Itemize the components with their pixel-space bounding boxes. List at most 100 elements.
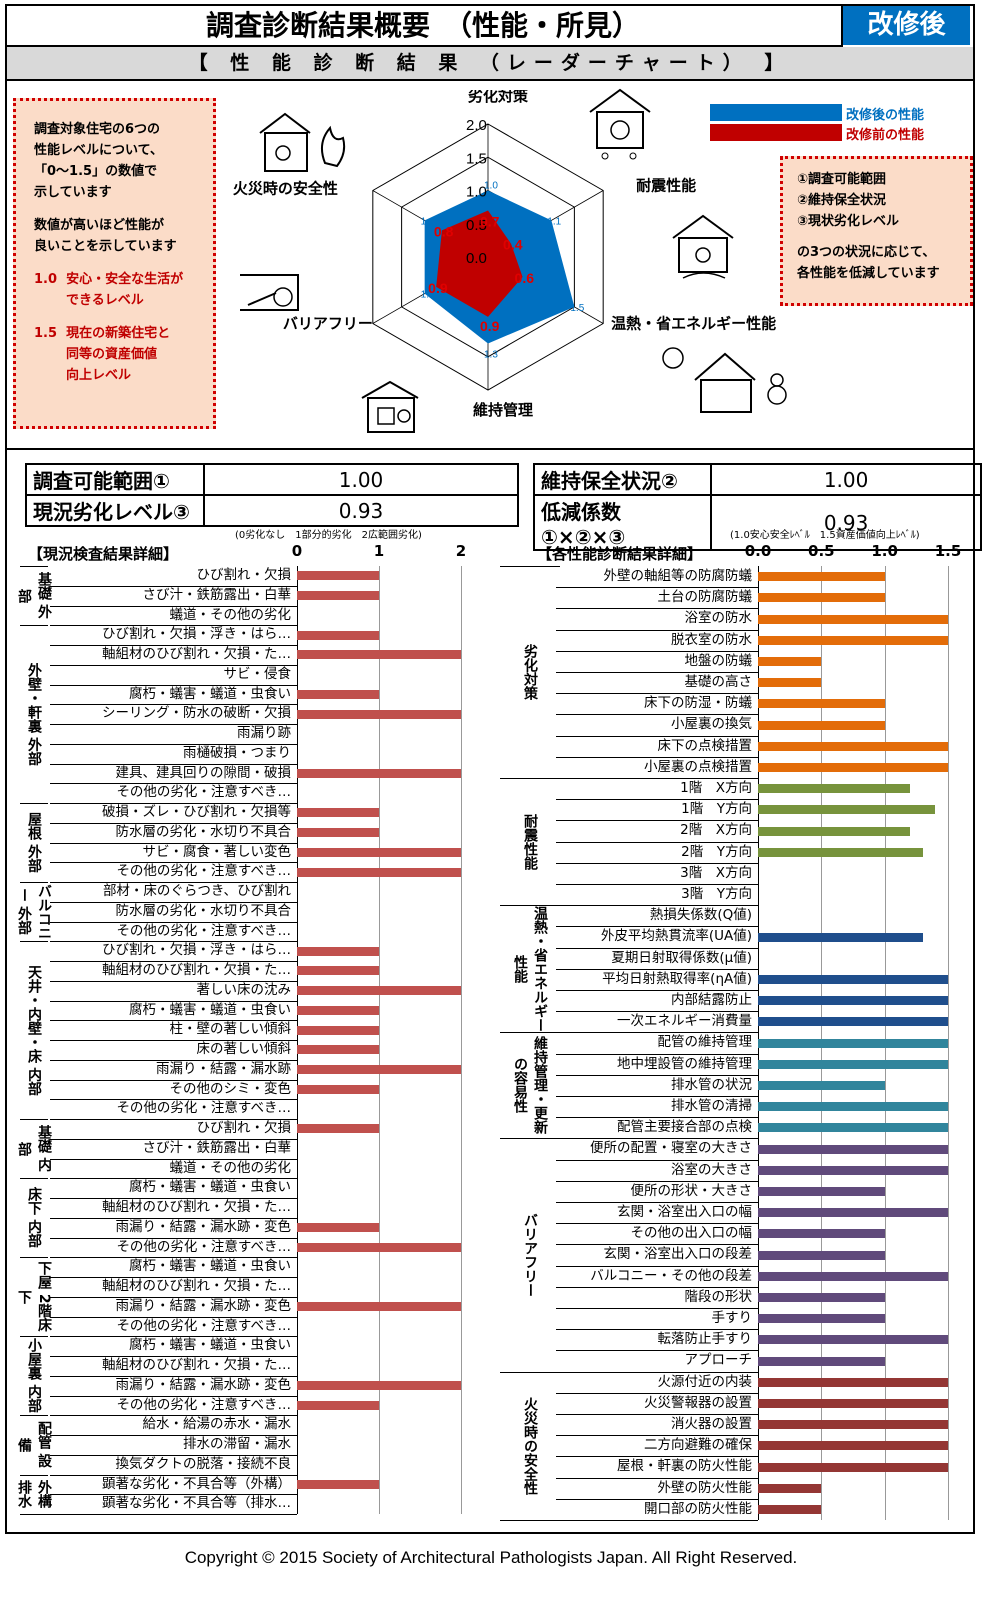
bar: [297, 847, 461, 857]
right-note-box: ①調査可能範囲 ②維持保全状況 ③現状劣化レベル の3つの状況に応じて、 各性能…: [780, 156, 973, 306]
row-divider: [50, 1375, 297, 1377]
row-divider: [556, 1456, 758, 1458]
row-label: その他の劣化・注意すべき…: [116, 1100, 291, 1117]
bar: [758, 1271, 948, 1281]
row-divider: [556, 587, 758, 589]
row-label: 便所の配置・寝室の大きさ: [590, 1140, 752, 1157]
row-divider: [50, 1099, 297, 1101]
group-label: 火災時の安全性: [522, 1396, 538, 1495]
row-label: 2階 X方向: [680, 822, 752, 839]
radar-axis-label: 劣化対策: [468, 90, 529, 105]
bar: [758, 1123, 948, 1133]
row-divider: [556, 778, 758, 779]
right-chart-title: 【各性能診断結果詳細】: [537, 545, 703, 563]
row-label: その他の劣化・注意すべき…: [116, 1238, 291, 1255]
row-divider: [556, 1074, 758, 1076]
row-label: 部材・床のぐらつき、ひび割れ: [102, 883, 291, 899]
bar: [297, 1242, 461, 1252]
radar-ring-label: 1.0: [466, 184, 487, 201]
radar-before-value: 0.9: [428, 280, 448, 296]
radar-after-value: 1.3: [484, 349, 498, 360]
row-divider: [556, 735, 758, 737]
row-divider: [50, 1237, 297, 1239]
group-label: 床下 内部: [26, 1187, 42, 1249]
group-divider: [20, 1336, 48, 1338]
row-divider: [50, 1356, 297, 1357]
group-divider: [20, 803, 48, 804]
row-divider: [50, 803, 297, 804]
radar-after-value: 1.0: [484, 181, 498, 192]
row-label: 浴室の防水: [684, 610, 753, 627]
bar: [758, 1462, 948, 1472]
row-label: 雨樋破損・つまり: [183, 744, 291, 761]
row-divider: [50, 1198, 297, 1199]
row-label: その他の劣化・注意すべき…: [116, 784, 291, 801]
row-divider: [556, 1117, 758, 1119]
left-chart-title: 【現況検査結果詳細】: [28, 545, 179, 563]
row-label: 脱衣室の防水: [671, 631, 752, 648]
radar-after-value: 1.1: [421, 216, 435, 227]
row-divider: [50, 921, 297, 923]
row-divider: [556, 884, 758, 885]
row-label: 外壁の軸組等の防腐防蟻: [603, 568, 753, 584]
bar: [758, 699, 885, 709]
row-divider: [50, 724, 297, 725]
row-divider: [556, 968, 758, 970]
radar-before-value: 0.4: [503, 237, 523, 253]
note-line: 同等の資産価値: [66, 347, 158, 362]
bar: [758, 1208, 948, 1218]
row-label: 地盤の防蟻: [684, 652, 753, 669]
row-label: 熱損失係数(Q値): [649, 907, 752, 924]
row-label: 夏期日射取得係数(μ値): [611, 949, 752, 966]
row-label: 平均日射熱取得率(ηA値): [602, 970, 752, 987]
row-label: 床下の防湿・防蟻: [644, 695, 752, 712]
row-divider: [50, 1000, 297, 1002]
bar: [297, 650, 461, 660]
left-scale-note: (0劣化なし 1部分的劣化 2広範囲劣化): [235, 530, 422, 541]
row-label: シーリング・防水の破断・欠損: [102, 705, 291, 722]
row-label: 顕著な劣化・不具合等（排水…: [102, 1495, 291, 1512]
row-label: 軸組材のひび割れ・欠損・た…: [102, 1278, 291, 1294]
row-label: その他の劣化・注意すべき…: [116, 863, 291, 880]
row-label: 配管の維持管理: [657, 1034, 753, 1051]
radar-before-value: 0.8: [434, 223, 454, 239]
row-label: その他の劣化・注意すべき…: [116, 1317, 291, 1334]
row-label: 1階 X方向: [680, 780, 752, 796]
bar: [297, 1045, 379, 1055]
group-label: 小屋裏 内部: [26, 1338, 42, 1414]
copyright-text: Copyright © 2015 Society of Architectura…: [184, 1548, 798, 1567]
row-divider: [50, 1178, 297, 1180]
group-label: バルコニー 外部: [16, 883, 52, 940]
radar-axis-label: バリアフリー: [283, 315, 373, 333]
group-label: 屋根 外部: [26, 812, 42, 873]
row-label: 土台の防腐防蟻: [657, 589, 753, 606]
row-label: 浴室の大きさ: [671, 1161, 752, 1178]
row-divider: [556, 1053, 758, 1055]
row-divider: [556, 1477, 758, 1479]
bar: [758, 1292, 885, 1302]
row-divider: [556, 1138, 758, 1140]
legend-label-before: 改修前の性能: [846, 128, 925, 143]
row-label: ひび割れ・欠損: [196, 1120, 292, 1136]
row-label: 換気ダクトの脱落・接続不良: [115, 1455, 292, 1472]
row-divider: [556, 862, 758, 864]
row-divider: [556, 1308, 758, 1309]
bar: [758, 932, 923, 942]
group-divider: [20, 625, 48, 627]
row-divider: [50, 664, 297, 666]
note-line: 調査対象住宅の6つの: [34, 122, 161, 137]
row-divider: [556, 1011, 758, 1013]
section-title-radar: 【 性 能 診 断 結 果 （レーダーチャート） 】: [7, 47, 973, 81]
row-label: その他のシミ・変色: [169, 1080, 292, 1097]
group-divider: [20, 1474, 48, 1476]
row-divider: [556, 1096, 758, 1097]
house-earthquake-icon: [672, 214, 734, 279]
grid-line: [461, 566, 462, 1514]
row-label: 3階 Y方向: [681, 886, 752, 902]
row-label: 建具、建具回りの隙間・破損: [115, 764, 292, 781]
row-label: 外皮平均熱貫流率(UA値): [600, 928, 752, 945]
group-divider: [500, 1138, 560, 1140]
row-label: 階段の形状: [684, 1288, 753, 1305]
note-line: ②維持保全状況: [797, 193, 887, 208]
group-label: 下屋 2階床下: [16, 1261, 52, 1333]
